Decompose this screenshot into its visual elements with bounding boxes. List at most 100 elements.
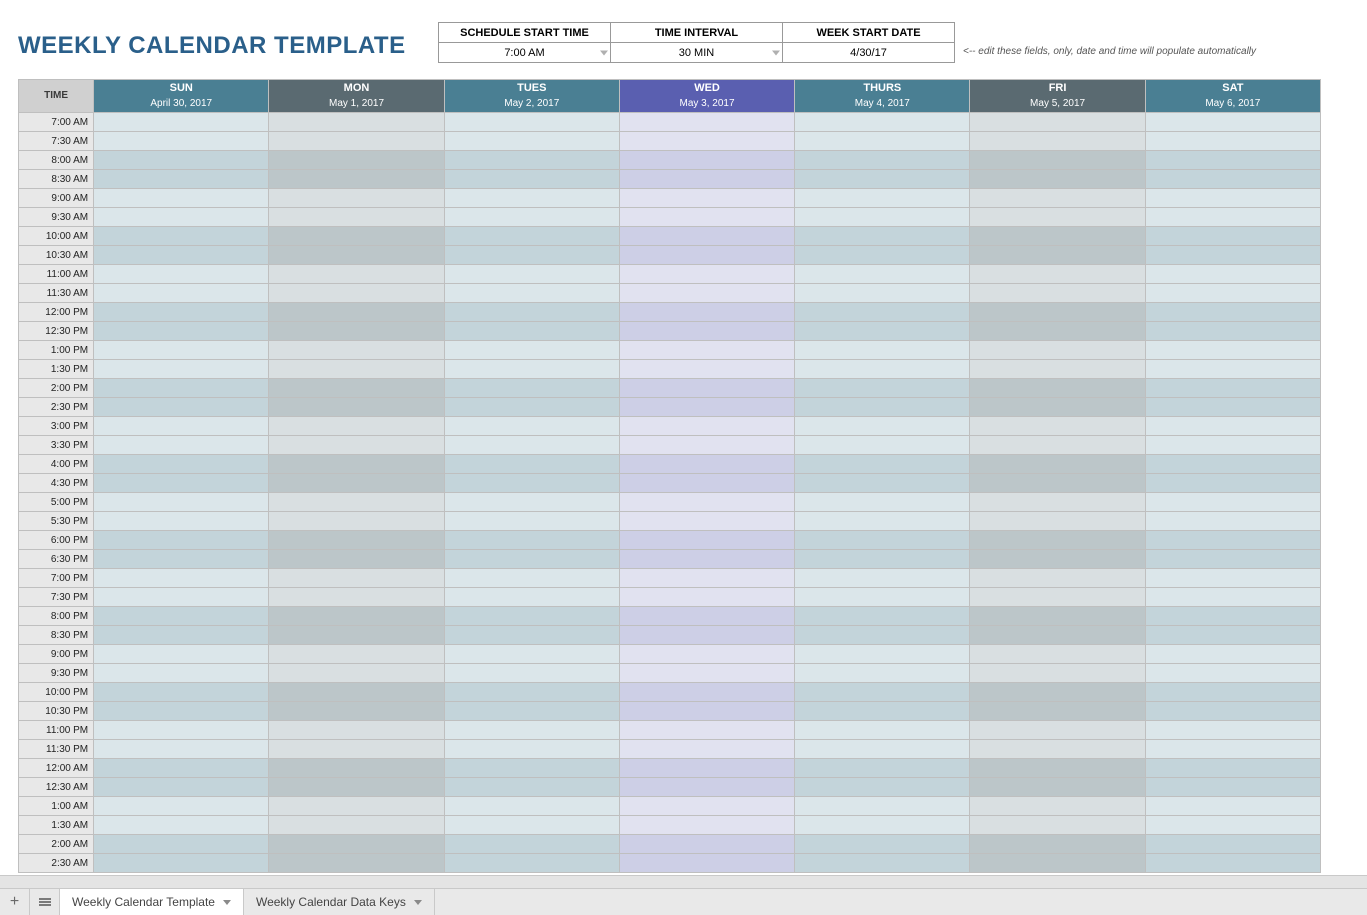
calendar-cell[interactable]	[795, 626, 970, 645]
calendar-cell[interactable]	[444, 303, 619, 322]
calendar-cell[interactable]	[1145, 531, 1320, 550]
chevron-down-icon[interactable]	[223, 900, 231, 905]
calendar-cell[interactable]	[795, 436, 970, 455]
calendar-cell[interactable]	[1145, 341, 1320, 360]
calendar-cell[interactable]	[970, 835, 1145, 854]
calendar-cell[interactable]	[970, 721, 1145, 740]
calendar-cell[interactable]	[269, 664, 444, 683]
calendar-cell[interactable]	[94, 588, 269, 607]
calendar-cell[interactable]	[444, 265, 619, 284]
calendar-cell[interactable]	[970, 607, 1145, 626]
calendar-cell[interactable]	[1145, 512, 1320, 531]
calendar-cell[interactable]	[970, 531, 1145, 550]
calendar-cell[interactable]	[1145, 816, 1320, 835]
calendar-cell[interactable]	[444, 683, 619, 702]
calendar-cell[interactable]	[94, 246, 269, 265]
calendar-cell[interactable]	[94, 189, 269, 208]
calendar-cell[interactable]	[94, 797, 269, 816]
calendar-cell[interactable]	[1145, 436, 1320, 455]
calendar-cell[interactable]	[795, 360, 970, 379]
calendar-cell[interactable]	[970, 778, 1145, 797]
config-value-interval[interactable]: 30 MIN	[611, 43, 783, 63]
calendar-cell[interactable]	[619, 284, 794, 303]
calendar-cell[interactable]	[970, 398, 1145, 417]
calendar-cell[interactable]	[269, 151, 444, 170]
calendar-cell[interactable]	[970, 189, 1145, 208]
calendar-cell[interactable]	[1145, 740, 1320, 759]
calendar-cell[interactable]	[970, 360, 1145, 379]
calendar-cell[interactable]	[795, 417, 970, 436]
calendar-cell[interactable]	[1145, 835, 1320, 854]
calendar-cell[interactable]	[94, 303, 269, 322]
calendar-cell[interactable]	[619, 740, 794, 759]
calendar-cell[interactable]	[795, 702, 970, 721]
calendar-cell[interactable]	[1145, 132, 1320, 151]
calendar-cell[interactable]	[1145, 721, 1320, 740]
calendar-cell[interactable]	[970, 702, 1145, 721]
calendar-cell[interactable]	[1145, 854, 1320, 873]
calendar-cell[interactable]	[444, 227, 619, 246]
calendar-cell[interactable]	[795, 778, 970, 797]
calendar-cell[interactable]	[795, 303, 970, 322]
calendar-cell[interactable]	[1145, 778, 1320, 797]
calendar-cell[interactable]	[619, 683, 794, 702]
calendar-cell[interactable]	[795, 341, 970, 360]
calendar-cell[interactable]	[795, 398, 970, 417]
calendar-cell[interactable]	[1145, 664, 1320, 683]
calendar-cell[interactable]	[269, 607, 444, 626]
calendar-cell[interactable]	[269, 588, 444, 607]
calendar-cell[interactable]	[970, 436, 1145, 455]
calendar-cell[interactable]	[94, 683, 269, 702]
calendar-cell[interactable]	[444, 626, 619, 645]
calendar-cell[interactable]	[1145, 398, 1320, 417]
calendar-cell[interactable]	[444, 702, 619, 721]
calendar-cell[interactable]	[94, 398, 269, 417]
calendar-cell[interactable]	[1145, 170, 1320, 189]
calendar-cell[interactable]	[94, 569, 269, 588]
calendar-cell[interactable]	[1145, 797, 1320, 816]
calendar-cell[interactable]	[269, 759, 444, 778]
calendar-cell[interactable]	[444, 816, 619, 835]
calendar-cell[interactable]	[795, 816, 970, 835]
calendar-cell[interactable]	[444, 151, 619, 170]
calendar-cell[interactable]	[444, 854, 619, 873]
calendar-cell[interactable]	[970, 284, 1145, 303]
calendar-cell[interactable]	[795, 474, 970, 493]
calendar-cell[interactable]	[1145, 113, 1320, 132]
calendar-cell[interactable]	[795, 113, 970, 132]
calendar-cell[interactable]	[94, 113, 269, 132]
calendar-cell[interactable]	[1145, 227, 1320, 246]
calendar-cell[interactable]	[795, 322, 970, 341]
calendar-cell[interactable]	[970, 683, 1145, 702]
calendar-cell[interactable]	[619, 493, 794, 512]
calendar-cell[interactable]	[619, 208, 794, 227]
calendar-cell[interactable]	[444, 170, 619, 189]
calendar-cell[interactable]	[619, 360, 794, 379]
calendar-cell[interactable]	[94, 854, 269, 873]
calendar-cell[interactable]	[94, 170, 269, 189]
calendar-cell[interactable]	[444, 588, 619, 607]
calendar-cell[interactable]	[795, 797, 970, 816]
calendar-cell[interactable]	[1145, 417, 1320, 436]
calendar-cell[interactable]	[269, 360, 444, 379]
calendar-cell[interactable]	[619, 303, 794, 322]
calendar-cell[interactable]	[619, 759, 794, 778]
calendar-cell[interactable]	[94, 341, 269, 360]
calendar-cell[interactable]	[269, 740, 444, 759]
calendar-cell[interactable]	[444, 607, 619, 626]
calendar-cell[interactable]	[444, 436, 619, 455]
calendar-cell[interactable]	[619, 531, 794, 550]
calendar-cell[interactable]	[619, 417, 794, 436]
calendar-cell[interactable]	[795, 455, 970, 474]
calendar-cell[interactable]	[1145, 588, 1320, 607]
calendar-cell[interactable]	[94, 759, 269, 778]
calendar-cell[interactable]	[94, 645, 269, 664]
calendar-cell[interactable]	[795, 740, 970, 759]
calendar-cell[interactable]	[970, 664, 1145, 683]
calendar-cell[interactable]	[619, 265, 794, 284]
calendar-cell[interactable]	[94, 493, 269, 512]
calendar-cell[interactable]	[269, 512, 444, 531]
calendar-cell[interactable]	[269, 265, 444, 284]
calendar-cell[interactable]	[444, 740, 619, 759]
calendar-cell[interactable]	[1145, 151, 1320, 170]
